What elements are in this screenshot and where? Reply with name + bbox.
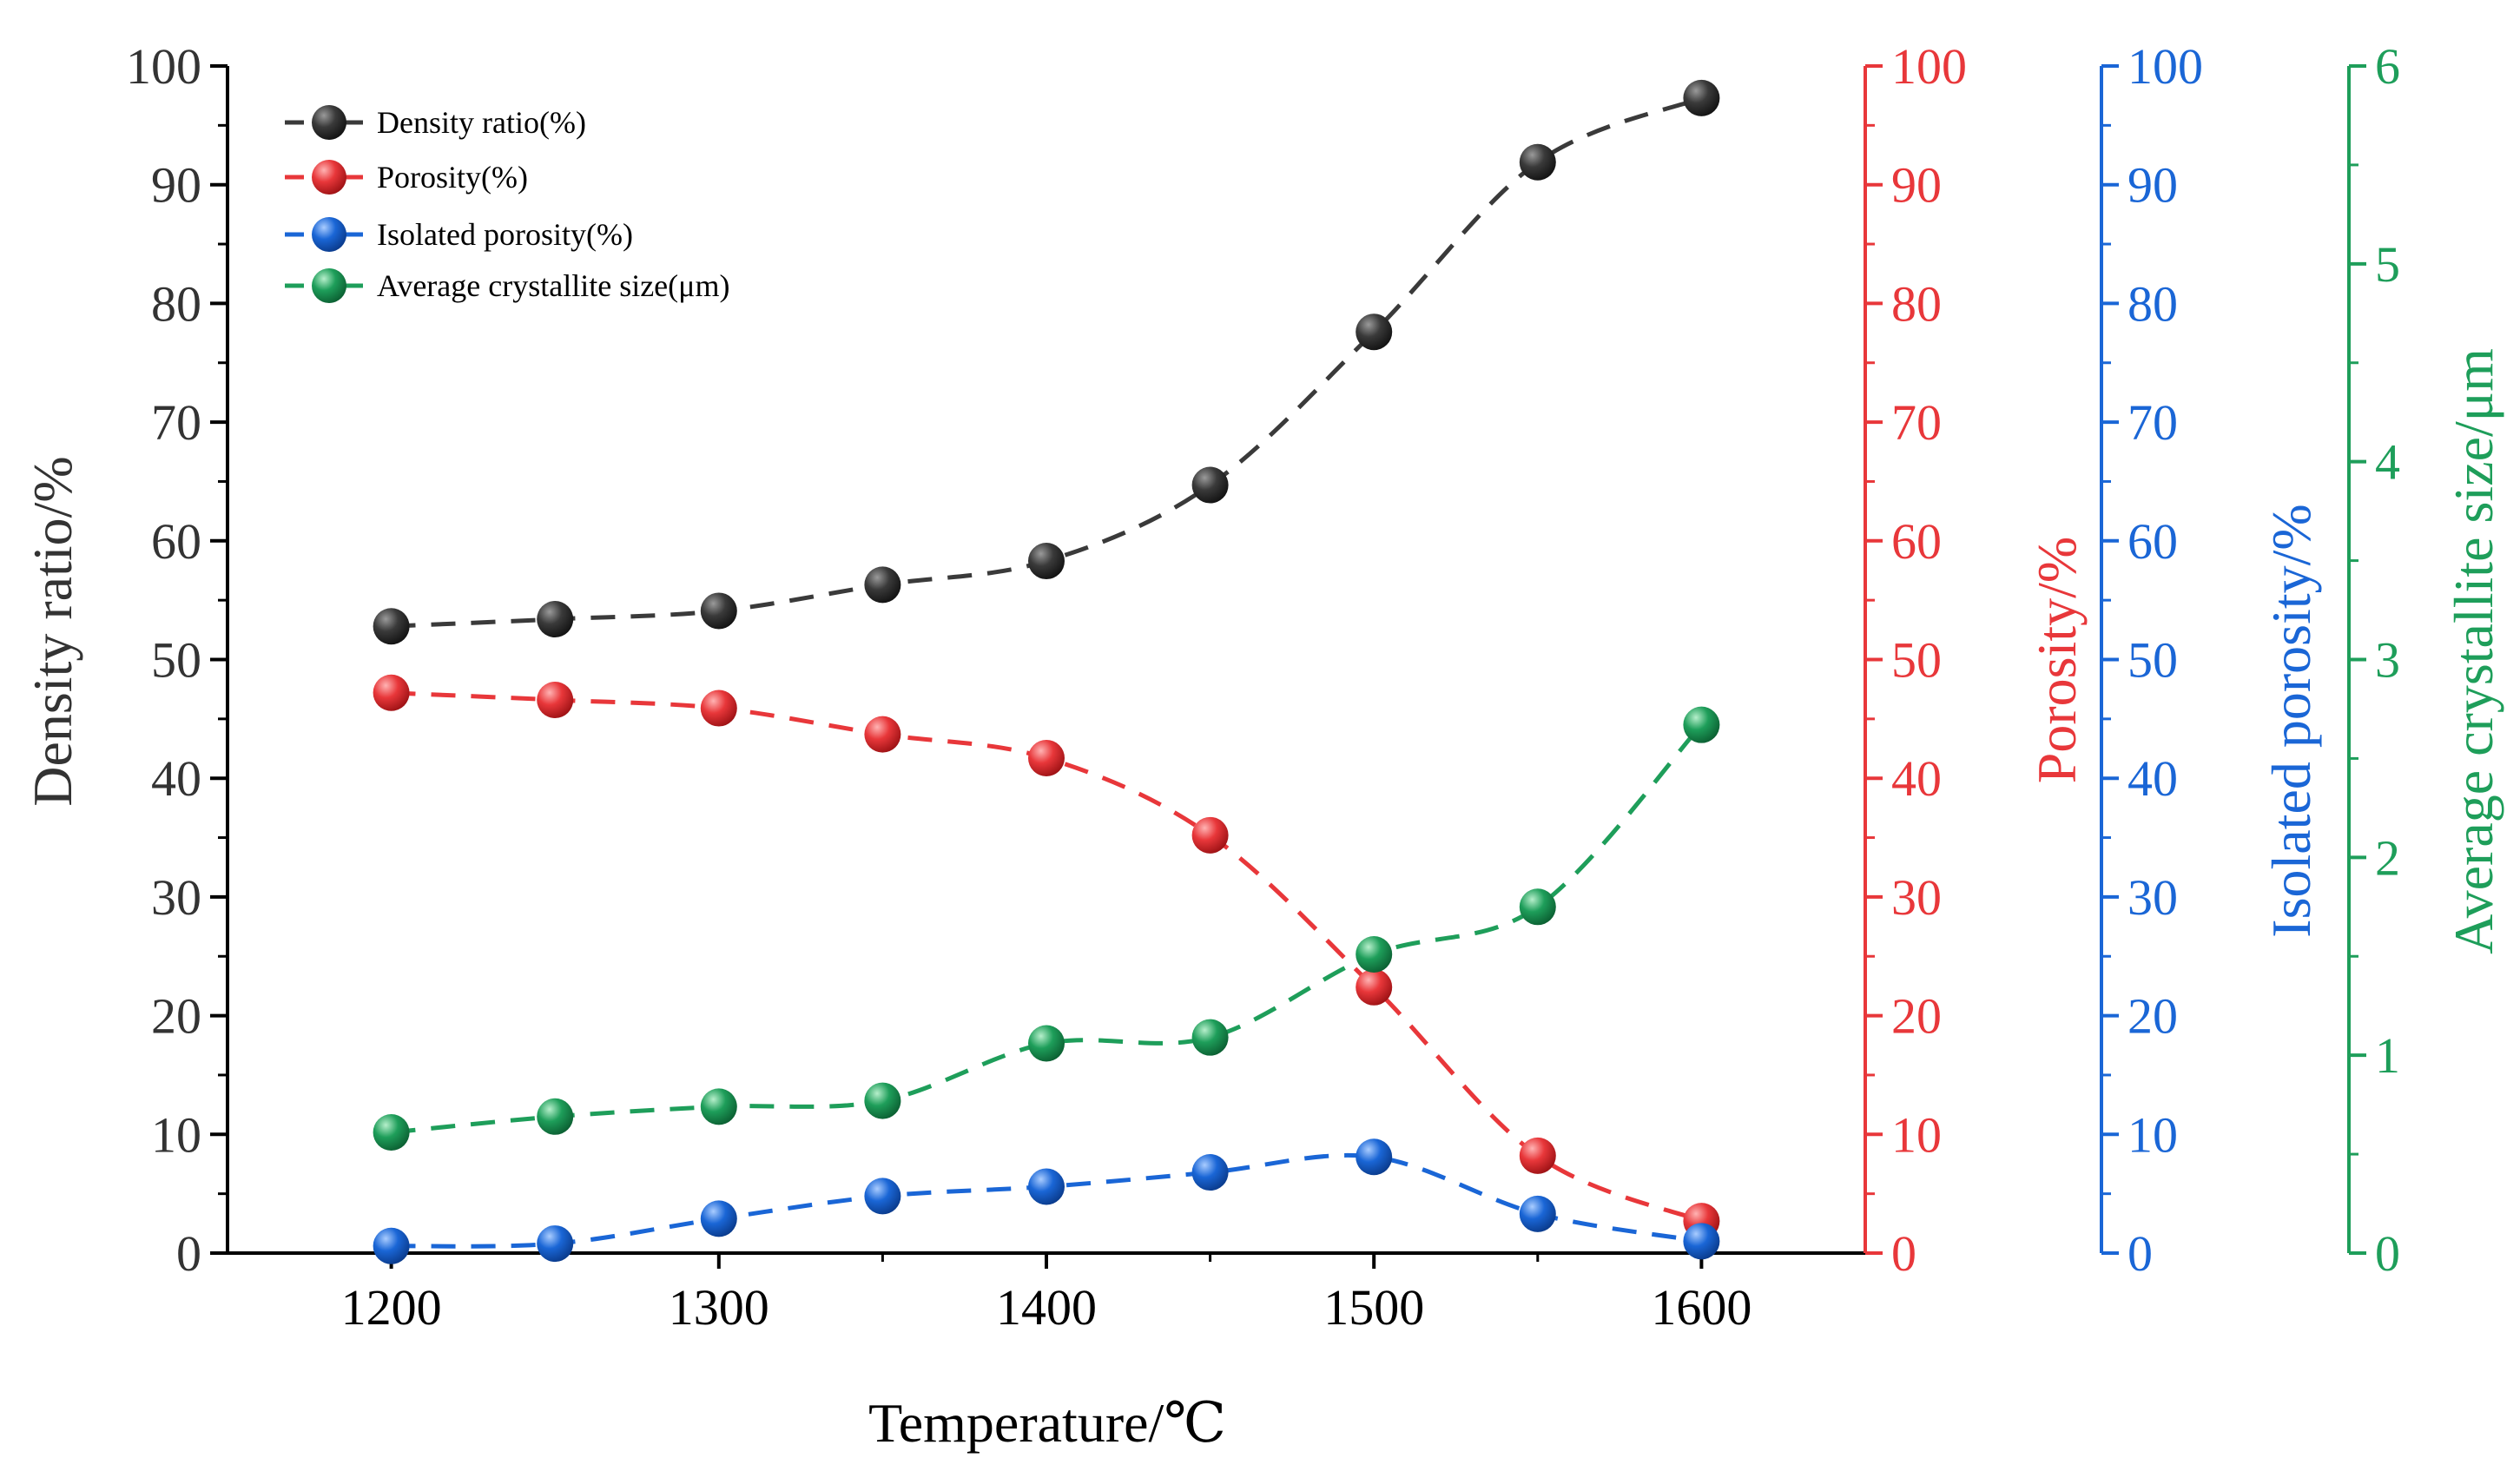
data-point-isolated-porosity <box>1192 1154 1229 1191</box>
data-point-porosity <box>373 675 410 711</box>
y-axis-title-density: Density ratio/% <box>22 456 83 806</box>
density-tick-label: 10 <box>151 1106 201 1163</box>
crystallite-size-tick-label: 2 <box>2375 829 2400 886</box>
isolated-porosity-tick-label: 30 <box>2127 869 2178 926</box>
isolated-porosity-tick-label: 80 <box>2127 275 2178 332</box>
isolated-porosity-tick-label: 50 <box>2127 632 2178 689</box>
data-point-density-ratio <box>537 601 573 637</box>
porosity-tick-label: 0 <box>1891 1225 1916 1282</box>
legend-marker-density-ratio <box>312 105 346 140</box>
density-tick-label: 60 <box>151 513 201 570</box>
density-tick-label: 40 <box>151 750 201 807</box>
data-point-crystallite-size <box>537 1099 573 1135</box>
porosity-tick-label: 40 <box>1891 750 1942 807</box>
data-point-density-ratio <box>1356 313 1392 350</box>
data-point-isolated-porosity <box>1683 1223 1719 1259</box>
density-tick-label: 50 <box>151 632 201 689</box>
porosity-tick-label: 30 <box>1891 869 1942 926</box>
crystallite-size-tick-label: 4 <box>2375 434 2400 491</box>
x-tick-label: 1400 <box>996 1279 1097 1336</box>
data-point-isolated-porosity <box>701 1200 737 1237</box>
data-point-crystallite-size <box>864 1083 900 1119</box>
data-point-density-ratio <box>1520 144 1556 181</box>
y-axis-title-isolated-porosity: Isolated porosity/% <box>2260 504 2322 937</box>
data-point-isolated-porosity <box>864 1178 900 1214</box>
isolated-porosity-tick-label: 100 <box>2127 38 2203 95</box>
data-point-density-ratio <box>1192 467 1229 504</box>
legend-marker-crystallite-size <box>312 268 346 303</box>
y-axis-title-porosity: Porosity/% <box>2026 537 2088 783</box>
legend-label-porosity: Porosity(%) <box>377 160 528 195</box>
data-point-isolated-porosity <box>373 1228 410 1264</box>
porosity-tick-label: 10 <box>1891 1106 1942 1163</box>
x-tick-label: 1500 <box>1323 1279 1424 1336</box>
porosity-tick-label: 50 <box>1891 632 1942 689</box>
data-point-porosity <box>537 682 573 718</box>
porosity-tick-label: 20 <box>1891 988 1942 1045</box>
legend-label-crystallite-size: Average crystallite size(μm) <box>377 268 729 303</box>
data-point-density-ratio <box>864 566 900 603</box>
density-tick-label: 90 <box>151 157 201 214</box>
density-tick-label: 20 <box>151 988 201 1045</box>
isolated-porosity-tick-label: 20 <box>2127 988 2178 1045</box>
x-tick-label: 1300 <box>669 1279 769 1336</box>
porosity-tick-label: 80 <box>1891 275 1942 332</box>
porosity-tick-label: 100 <box>1891 38 1967 95</box>
crystallite-size-tick-label: 3 <box>2375 632 2400 689</box>
isolated-porosity-tick-label: 70 <box>2127 394 2178 451</box>
isolated-porosity-tick-label: 40 <box>2127 750 2178 807</box>
crystallite-size-tick-label: 6 <box>2375 38 2400 95</box>
data-point-crystallite-size <box>373 1114 410 1151</box>
data-point-porosity <box>1192 817 1229 854</box>
data-point-isolated-porosity <box>1028 1168 1065 1204</box>
data-point-crystallite-size <box>1028 1025 1065 1061</box>
x-tick-label: 1600 <box>1651 1279 1751 1336</box>
data-point-isolated-porosity <box>1356 1138 1392 1175</box>
x-axis-title: Temperature/℃ <box>868 1392 1226 1454</box>
data-point-density-ratio <box>1028 543 1065 579</box>
porosity-tick-label: 70 <box>1891 394 1942 451</box>
legend: Density ratio(%) Porosity(%) Isolated poro… <box>285 105 729 303</box>
data-point-isolated-porosity <box>1520 1196 1556 1232</box>
data-point-density-ratio <box>373 608 410 644</box>
data-point-porosity <box>1028 740 1065 776</box>
porosity-tick-label: 60 <box>1891 513 1942 570</box>
isolated-porosity-tick-label: 0 <box>2127 1225 2153 1282</box>
data-point-crystallite-size <box>1356 936 1392 973</box>
legend-label-density-ratio: Density ratio(%) <box>377 105 586 140</box>
series-line-crystallite-size <box>392 725 1702 1132</box>
isolated-porosity-tick-label: 90 <box>2127 157 2178 214</box>
data-point-crystallite-size <box>1520 888 1556 925</box>
density-tick-label: 80 <box>151 275 201 332</box>
data-point-density-ratio <box>701 592 737 629</box>
legend-marker-porosity <box>312 160 346 195</box>
data-point-porosity <box>1520 1138 1556 1174</box>
data-point-porosity <box>1356 969 1392 1006</box>
data-point-density-ratio <box>1683 80 1719 116</box>
legend-marker-isolated-porosity <box>312 217 346 252</box>
data-point-crystallite-size <box>701 1088 737 1125</box>
legend-label-isolated-porosity: Isolated porosity(%) <box>377 217 633 252</box>
porosity-tick-label: 90 <box>1891 157 1942 214</box>
data-point-porosity <box>864 716 900 753</box>
density-tick-label: 100 <box>126 38 201 95</box>
density-tick-label: 70 <box>151 394 201 451</box>
crystallite-size-tick-label: 0 <box>2375 1225 2400 1282</box>
y-axis-title-crystallite-size: Average crystallite size/μm <box>2443 348 2504 954</box>
isolated-porosity-tick-label: 60 <box>2127 513 2178 570</box>
data-point-crystallite-size <box>1192 1019 1229 1056</box>
crystallite-size-tick-label: 1 <box>2375 1027 2400 1084</box>
density-tick-label: 0 <box>176 1225 201 1282</box>
data-point-isolated-porosity <box>537 1225 573 1262</box>
data-point-crystallite-size <box>1683 707 1719 743</box>
multi-axis-line-chart: 1200130014001500160001020304050607080901… <box>0 0 2520 1478</box>
x-tick-label: 1200 <box>341 1279 442 1336</box>
isolated-porosity-tick-label: 10 <box>2127 1106 2178 1163</box>
crystallite-size-tick-label: 5 <box>2375 236 2400 293</box>
data-point-porosity <box>701 690 737 727</box>
density-tick-label: 30 <box>151 869 201 926</box>
